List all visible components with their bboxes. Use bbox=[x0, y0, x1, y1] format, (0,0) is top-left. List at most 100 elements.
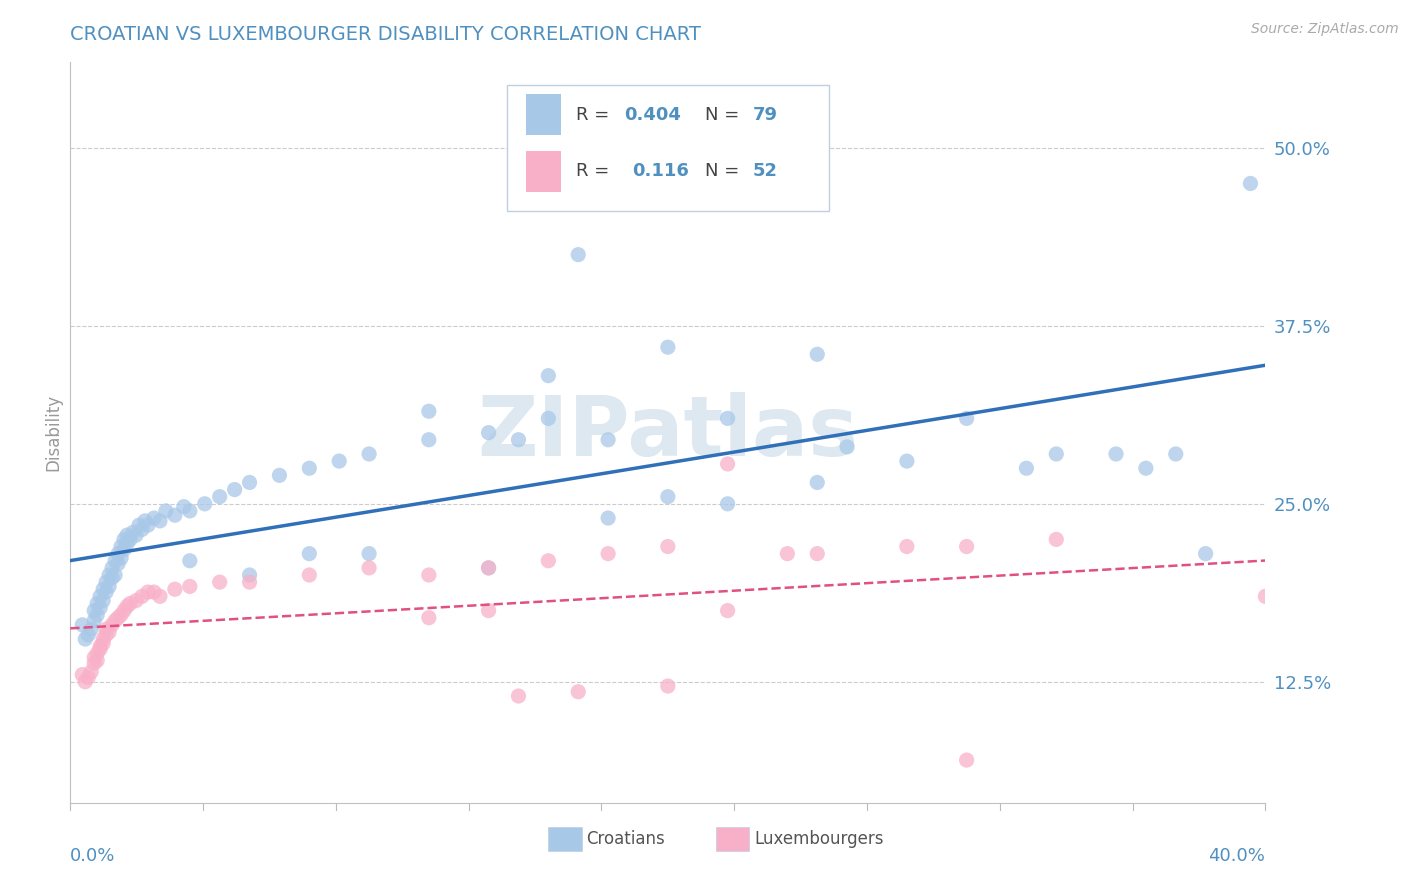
Text: ZIPatlas: ZIPatlas bbox=[478, 392, 858, 473]
Point bbox=[179, 579, 201, 593]
Point bbox=[83, 650, 105, 665]
Point bbox=[537, 411, 560, 425]
Point bbox=[418, 404, 440, 418]
Point bbox=[77, 671, 100, 685]
Point bbox=[89, 639, 111, 653]
Point bbox=[131, 523, 153, 537]
Point bbox=[896, 540, 918, 554]
Point bbox=[96, 628, 118, 642]
Point bbox=[478, 604, 501, 618]
Point bbox=[101, 617, 124, 632]
Point bbox=[89, 590, 111, 604]
Point bbox=[598, 433, 620, 447]
Text: N =: N = bbox=[704, 162, 740, 180]
Point bbox=[239, 475, 262, 490]
Text: N =: N = bbox=[704, 105, 740, 124]
Point bbox=[163, 582, 186, 597]
Point bbox=[239, 568, 262, 582]
Point bbox=[107, 547, 129, 561]
Point bbox=[98, 568, 121, 582]
Point bbox=[956, 411, 979, 425]
Point bbox=[110, 550, 132, 565]
Point bbox=[110, 607, 132, 622]
Point bbox=[143, 511, 166, 525]
Point bbox=[567, 685, 589, 699]
Point bbox=[136, 585, 159, 599]
Point bbox=[91, 632, 114, 646]
Point bbox=[163, 508, 186, 523]
Point bbox=[86, 646, 108, 660]
Point bbox=[359, 547, 381, 561]
Point bbox=[359, 561, 381, 575]
Point bbox=[208, 490, 231, 504]
Point bbox=[143, 585, 166, 599]
Point bbox=[110, 540, 132, 554]
Point bbox=[80, 665, 103, 679]
Point bbox=[179, 554, 201, 568]
Point bbox=[1015, 461, 1038, 475]
Point bbox=[120, 533, 141, 547]
Point bbox=[122, 525, 145, 540]
Point bbox=[359, 447, 381, 461]
Point bbox=[96, 622, 118, 636]
Point bbox=[136, 518, 159, 533]
Point bbox=[89, 600, 111, 615]
Point bbox=[224, 483, 246, 497]
Point bbox=[657, 679, 679, 693]
Text: Croatians: Croatians bbox=[586, 830, 665, 848]
Point bbox=[537, 554, 560, 568]
Point bbox=[98, 579, 121, 593]
Point bbox=[86, 597, 108, 611]
Point bbox=[149, 514, 172, 528]
Point bbox=[115, 536, 138, 550]
Point bbox=[104, 614, 127, 628]
Point bbox=[77, 628, 100, 642]
Point bbox=[112, 604, 135, 618]
Bar bbox=[548, 827, 582, 851]
Point bbox=[598, 511, 620, 525]
Point bbox=[508, 689, 530, 703]
Point bbox=[1164, 447, 1187, 461]
Point bbox=[179, 504, 201, 518]
Text: R =: R = bbox=[576, 105, 614, 124]
Point bbox=[776, 547, 799, 561]
Point bbox=[1105, 447, 1128, 461]
Point bbox=[70, 617, 93, 632]
Point bbox=[298, 461, 321, 475]
Point bbox=[125, 528, 148, 542]
Point bbox=[107, 610, 129, 624]
Point bbox=[107, 557, 129, 571]
Point bbox=[896, 454, 918, 468]
Point bbox=[298, 568, 321, 582]
Point bbox=[1254, 590, 1277, 604]
Point bbox=[98, 624, 121, 639]
Point bbox=[115, 599, 138, 614]
Point bbox=[837, 440, 859, 454]
Point bbox=[149, 590, 172, 604]
Point bbox=[91, 593, 114, 607]
Point bbox=[657, 540, 679, 554]
Point bbox=[125, 593, 148, 607]
Point bbox=[83, 604, 105, 618]
Point bbox=[657, 490, 679, 504]
Point bbox=[598, 547, 620, 561]
Point bbox=[567, 247, 589, 261]
Text: 40.0%: 40.0% bbox=[1209, 847, 1265, 865]
Point bbox=[86, 607, 108, 622]
Point bbox=[717, 457, 740, 471]
Point bbox=[104, 568, 127, 582]
Point bbox=[1239, 177, 1261, 191]
Point bbox=[418, 433, 440, 447]
Point bbox=[328, 454, 350, 468]
Text: 0.404: 0.404 bbox=[624, 105, 681, 124]
Point bbox=[806, 475, 828, 490]
Point bbox=[173, 500, 195, 514]
Point bbox=[478, 425, 501, 440]
Text: R =: R = bbox=[576, 162, 620, 180]
Point bbox=[298, 547, 321, 561]
Text: Source: ZipAtlas.com: Source: ZipAtlas.com bbox=[1251, 22, 1399, 37]
Bar bbox=[526, 151, 561, 192]
Point bbox=[1135, 461, 1157, 475]
Bar bbox=[716, 827, 749, 851]
Point bbox=[112, 542, 135, 557]
